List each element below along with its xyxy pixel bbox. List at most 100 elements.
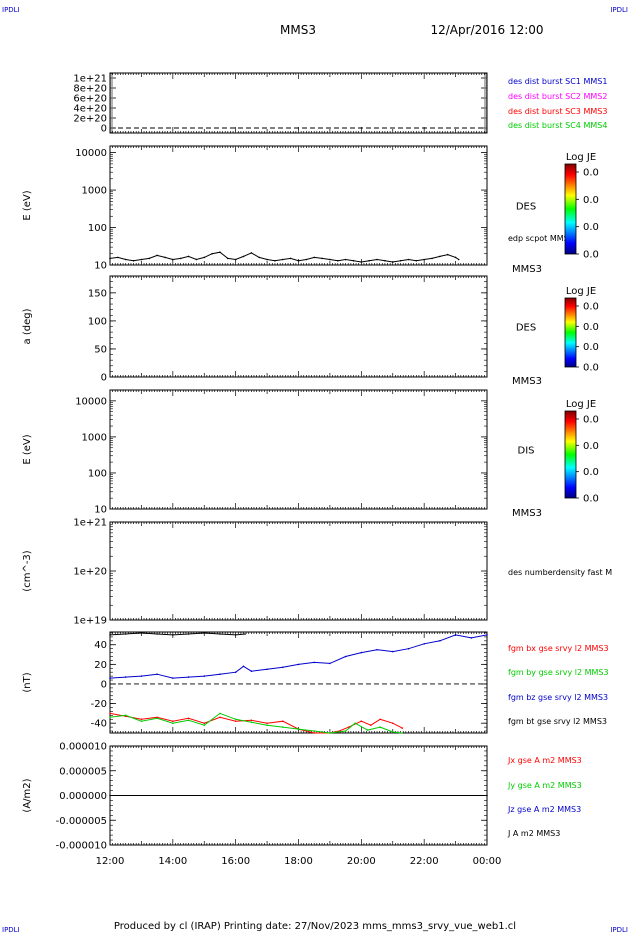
legend-entry: des dist burst SC2 MMS2 (508, 92, 607, 101)
series-point (423, 258, 426, 261)
series-point (124, 714, 127, 717)
series-point (172, 258, 174, 261)
series-point (172, 677, 174, 679)
series-point (439, 255, 441, 258)
series-point (401, 732, 404, 734)
y-axis-label: (A/m2) (22, 778, 33, 812)
legend-entry: fgm bt gse srvy l2 MMS3 (508, 717, 607, 726)
time-tick-label: 18:00 (284, 856, 313, 867)
series-point (446, 253, 449, 256)
series-point (234, 634, 237, 636)
plot-title: MMS3 (280, 23, 316, 37)
series-point (211, 252, 213, 255)
plot-date: 12/Apr/2016 12:00 (430, 23, 543, 37)
series-point (329, 258, 331, 261)
series-point (234, 718, 237, 721)
y-tick-label: 1e+19 (73, 616, 107, 627)
series-point (117, 256, 119, 259)
panel-frame-2 (109, 145, 488, 266)
colorbar (564, 297, 577, 368)
series-point (266, 722, 268, 724)
series-point (242, 255, 245, 258)
series-point (360, 261, 363, 263)
corner-label-top-right: IPDLI (610, 6, 628, 14)
series-point (352, 259, 355, 262)
y-tick-label: 150 (88, 288, 107, 299)
series-point (109, 716, 111, 719)
series-point (234, 671, 237, 673)
series-point (376, 648, 378, 651)
species-label: DIS (518, 446, 535, 457)
series-point (392, 650, 394, 653)
series-point (321, 257, 323, 260)
y-tick-label: -0.000005 (56, 816, 107, 827)
colorbar-tick-label: 0.0 (583, 302, 599, 313)
series-line (109, 251, 459, 263)
series-point (244, 633, 246, 635)
y-tick-label: 10000 (75, 396, 107, 407)
y-tick-label: 0.000000 (59, 791, 107, 802)
series-point (203, 632, 206, 634)
series-line (109, 712, 403, 734)
series-point (234, 720, 237, 722)
series-point (219, 712, 221, 715)
panel-frame-4 (109, 389, 488, 510)
series-line (109, 712, 403, 734)
series-point (187, 719, 190, 722)
y-tick-label: 40 (94, 640, 107, 651)
series-point (203, 722, 206, 724)
series-point (242, 665, 245, 668)
series-point (140, 720, 143, 722)
series-point (250, 670, 253, 672)
colorbar-tick-label: 0.0 (583, 195, 599, 206)
series-point (219, 673, 221, 675)
series-point (431, 257, 433, 260)
y-tick-label: 8e+20 (73, 84, 107, 95)
series-point (305, 258, 308, 261)
y-tick-label: 1000 (82, 186, 107, 197)
y-axis-label: E (eV) (22, 434, 33, 464)
legend-entry: des numberdensity fast M (508, 568, 612, 577)
panel-frame-5 (109, 521, 488, 621)
series-point (124, 258, 127, 261)
series-point (379, 726, 382, 728)
series-point (124, 633, 127, 635)
series-point (140, 632, 143, 634)
series-point (457, 258, 460, 261)
y-tick-label: 100 (88, 223, 107, 234)
series-point (297, 728, 300, 730)
series-point (289, 257, 292, 260)
series-point (329, 732, 331, 734)
series-point (179, 257, 182, 260)
legend-entry: fgm by gse srvy l2 MMS3 (508, 668, 609, 677)
y-axis-label: (nT) (22, 672, 33, 692)
series-point (156, 717, 158, 720)
legend-entry: des dist burst SC1 MMS1 (508, 77, 607, 86)
series-point (203, 675, 206, 677)
time-tick-label: 00:00 (473, 856, 502, 867)
footer-text: Produced by cl (IRAP) Printing date: 27/… (114, 921, 516, 932)
series-point (407, 647, 410, 650)
series-point (470, 637, 473, 639)
colorbar (564, 163, 577, 255)
series-point (313, 730, 316, 732)
y-tick-label: 1e+21 (73, 74, 107, 85)
series-point (172, 634, 174, 636)
series-point (187, 255, 190, 258)
y-tick-label: 100 (88, 468, 107, 479)
series-point (187, 717, 190, 720)
spacecraft-label: MMS3 (512, 264, 542, 275)
y-tick-label: 1000 (82, 432, 107, 443)
series-point (282, 720, 284, 722)
species-label: DES (516, 202, 536, 213)
series-point (360, 651, 363, 654)
series-point (109, 677, 111, 679)
series-point (337, 259, 339, 262)
series-point (140, 718, 143, 721)
series-point (140, 258, 143, 261)
y-tick-label: 0.000005 (59, 766, 107, 777)
series-point (360, 720, 363, 722)
colorbar-tick-label: 0.0 (583, 363, 599, 374)
series-point (187, 676, 190, 678)
